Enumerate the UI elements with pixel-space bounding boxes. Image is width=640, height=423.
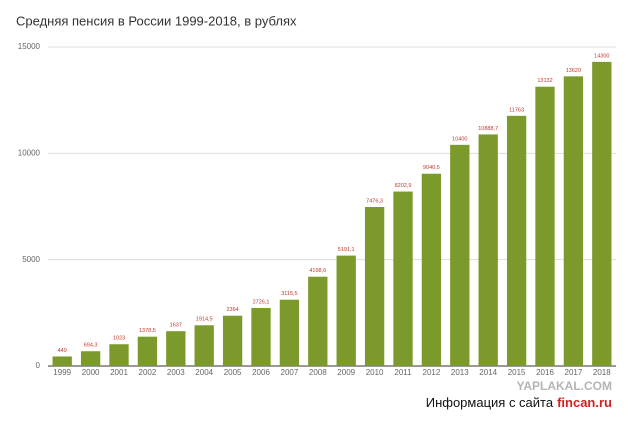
bar [166, 331, 186, 366]
value-label: 694,3 [84, 343, 98, 349]
x-tick-label: 2007 [281, 368, 299, 377]
x-tick-label: 1999 [53, 368, 71, 377]
bar [80, 351, 101, 366]
value-label: 7476,3 [366, 198, 383, 204]
value-label: 4198,6 [309, 268, 326, 274]
source: Информация с сайта fincan.ru [426, 395, 612, 410]
bar [506, 115, 527, 366]
value-label: 9040,5 [423, 165, 440, 171]
bar [222, 315, 243, 366]
value-label: 1378,5 [139, 328, 156, 334]
source-prefix: Информация с сайта [426, 395, 554, 410]
value-label: 14300 [594, 53, 609, 59]
x-tick-label: 2004 [195, 368, 213, 377]
x-tick-label: 2008 [309, 368, 327, 377]
value-label: 1914,5 [196, 317, 213, 323]
bar [364, 207, 385, 366]
y-tick-label: 5000 [22, 255, 40, 264]
value-label: 449 [58, 348, 67, 354]
chart-title: Средняя пенсия в России 1999-2018, в руб… [16, 13, 297, 28]
bar [563, 76, 584, 367]
y-tick-label: 10000 [18, 148, 41, 157]
value-label: 5191,1 [338, 247, 355, 253]
x-tick-label: 2001 [110, 368, 128, 377]
x-tick-label: 2000 [82, 368, 100, 377]
value-label: 11763 [509, 107, 524, 113]
bar [535, 86, 555, 366]
bar [393, 191, 413, 366]
bar [194, 325, 214, 366]
x-tick-label: 2003 [167, 368, 185, 377]
value-label: 13132 [537, 78, 552, 84]
x-tick-label: 2013 [451, 368, 469, 377]
x-tick-label: 2015 [508, 368, 526, 377]
value-label: 10400 [452, 136, 467, 142]
y-tick-label: 15000 [18, 42, 41, 51]
x-tick-label: 2018 [593, 368, 611, 377]
value-label: 2364 [226, 307, 238, 313]
value-label: 2726,1 [253, 299, 270, 305]
bar [137, 336, 158, 366]
x-tick-label: 2002 [139, 368, 157, 377]
bar [251, 308, 271, 366]
value-label: 10888,7 [478, 126, 498, 132]
value-label: 3115,5 [281, 291, 297, 297]
x-tick-label: 2011 [394, 368, 412, 377]
bar [592, 61, 612, 367]
bar [336, 255, 356, 366]
value-label: 1023 [113, 336, 125, 342]
bar [450, 144, 470, 366]
bar [279, 299, 300, 366]
x-tick-label: 2017 [565, 368, 583, 377]
bar [52, 356, 72, 366]
source-site: fincan.ru [557, 395, 612, 410]
x-tick-label: 2009 [337, 368, 355, 377]
x-tick-label: 2016 [536, 368, 554, 377]
value-label: 13620 [566, 68, 581, 74]
x-tick-label: 2014 [479, 368, 497, 377]
x-tick-label: 2012 [423, 368, 441, 377]
value-label: 8202,9 [395, 183, 412, 189]
x-tick-label: 2006 [252, 368, 270, 377]
bar [308, 276, 328, 366]
x-tick-label: 2005 [224, 368, 242, 377]
bar [421, 173, 442, 366]
y-tick-label: 0 [36, 361, 41, 370]
bar [478, 134, 498, 366]
watermark: YAPLAKAL.COM [516, 379, 612, 393]
bar [109, 344, 129, 366]
value-label: 1637 [170, 323, 182, 329]
x-tick-label: 2010 [366, 368, 384, 377]
